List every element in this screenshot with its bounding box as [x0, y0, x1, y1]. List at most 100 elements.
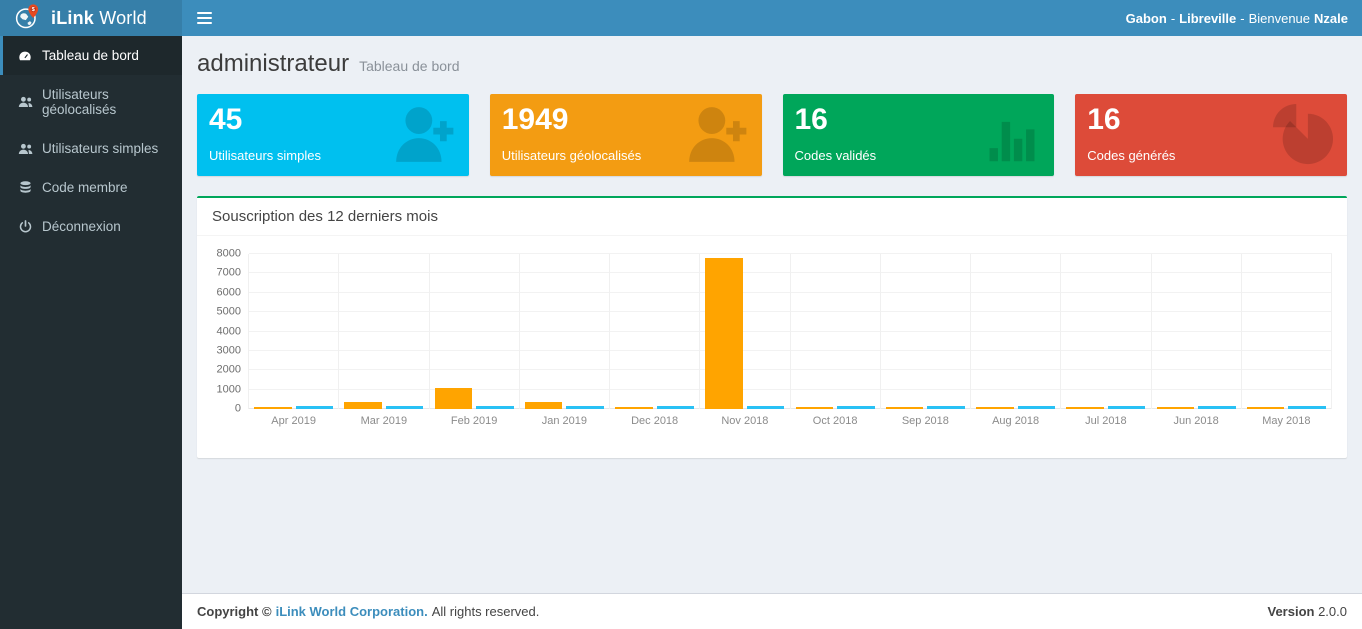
bar-group: Jul 2018 [1061, 254, 1152, 427]
card-label: Utilisateurs simples [209, 148, 321, 163]
brand-title: iLink World [51, 7, 147, 28]
bar-orange [434, 387, 473, 409]
card-utilisateurs-simples: 45 Utilisateurs simples [197, 94, 469, 176]
card-codes-valides: 16 Codes validés [782, 94, 1055, 176]
version-label: Version [1267, 604, 1315, 619]
x-axis-tick-label: Jan 2019 [541, 415, 587, 427]
sidebar: Tableau de bord Utilisateurs géolocalisé… [0, 36, 182, 629]
y-axis-tick-label: 1000 [216, 383, 241, 396]
top-navbar: $ iLink World Gabon - Libreville - Bienv… [0, 0, 1362, 36]
card-label: Codes générés [1087, 148, 1176, 163]
version-number: 2.0.0 [1318, 604, 1347, 619]
sidebar-item-label: Déconnexion [42, 219, 121, 234]
bar-orange [254, 407, 292, 409]
footer: Copyright © iLink World Corporation. All… [182, 593, 1362, 629]
gridline [249, 408, 1332, 409]
gridline [249, 330, 1332, 332]
bar-group: Dec 2018 [610, 254, 701, 427]
users-icon [17, 143, 33, 155]
bar-orange [705, 257, 743, 409]
bar-blue [656, 406, 695, 409]
bar-orange [976, 407, 1014, 409]
page-subtitle: Tableau de bord [359, 58, 460, 74]
bar-group: Aug 2018 [971, 254, 1062, 427]
brand-logo-link[interactable]: $ iLink World [0, 0, 182, 36]
x-axis-tick-label: May 2018 [1262, 415, 1311, 427]
subscription-chart-panel: Souscription des 12 derniers mois 0 1000 2… [197, 196, 1347, 458]
bar-group: Nov 2018 [700, 254, 791, 427]
gridline [249, 311, 1332, 313]
sidebar-item-code-membre[interactable]: Code membre [0, 168, 182, 207]
copyright-label: Copyright © [197, 604, 272, 619]
bar-blue [746, 406, 785, 409]
bar-blue [837, 406, 875, 409]
city-label: Libreville [1179, 10, 1237, 26]
card-value: 1949 [501, 103, 569, 136]
bar-blue [1017, 406, 1056, 409]
rights-label: All rights reserved. [431, 604, 540, 619]
x-axis-tick-label: Jun 2018 [1173, 415, 1219, 427]
globe-pin-logo-icon: $ [14, 3, 42, 34]
x-axis-tick-label: Feb 2019 [450, 415, 498, 427]
chart-plot: 0 1000 2000 3000 4000 5000 6000 7000 8000 Apr 201… [217, 248, 1332, 427]
y-axis-tick-label: 2000 [216, 363, 241, 376]
bar-group: Sep 2018 [881, 254, 971, 427]
y-axis-tick-label: 8000 [216, 247, 241, 260]
card-value: 45 [209, 103, 243, 136]
sidebar-item-utilisateurs-simples[interactable]: Utilisateurs simples [0, 129, 182, 168]
power-icon [17, 220, 33, 233]
page-title: administrateur [197, 50, 350, 77]
x-axis-tick-label: Jul 2018 [1085, 415, 1127, 427]
bar-blue [927, 406, 965, 409]
bar-orange [885, 407, 924, 409]
card-value: 16 [1087, 103, 1121, 136]
bar-blue [476, 406, 514, 409]
card-value: 16 [794, 103, 828, 136]
bar-group: Jan 2019 [520, 254, 610, 427]
sidebar-item-deconnexion[interactable]: Déconnexion [0, 207, 182, 246]
x-axis-tick-label: Dec 2018 [631, 415, 679, 427]
gridline [249, 272, 1332, 274]
sidebar-item-label: Utilisateurs géolocalisés [42, 87, 117, 117]
user-plus-icon [391, 102, 457, 168]
navbar: Gabon - Libreville - Bienvenue Nzale [182, 0, 1362, 36]
bar-blue [1107, 406, 1146, 409]
bar-chart: 0 1000 2000 3000 4000 5000 6000 7000 8000 Apr 201… [217, 248, 1332, 432]
user-greeting: Gabon - Libreville - Bienvenue Nzale [1125, 10, 1348, 26]
bar-orange [795, 407, 834, 409]
card-label: Codes validés [794, 148, 877, 163]
svg-text:$: $ [32, 7, 36, 13]
y-axis-tick-label: 0 [234, 402, 241, 415]
company-link[interactable]: iLink World Corporation. [275, 604, 428, 619]
content-header: administrateur Tableau de bord [197, 50, 1347, 78]
dashboard-icon [17, 49, 33, 63]
bar-orange [615, 407, 653, 409]
username-label: Nzale [1314, 10, 1348, 26]
bar-blue [1288, 406, 1326, 409]
sidebar-item-utilisateurs-geolocalises[interactable]: Utilisateurs géolocalisés [0, 75, 182, 129]
x-axis-tick-label: Sep 2018 [901, 415, 949, 427]
users-icon [17, 96, 33, 108]
bar-blue [385, 406, 424, 409]
user-plus-icon [684, 102, 750, 168]
bar-chart-icon [982, 105, 1042, 165]
country-label: Gabon [1125, 10, 1167, 26]
y-axis-tick-label: 6000 [216, 286, 241, 299]
sidebar-item-label: Code membre [42, 180, 128, 195]
gridline [249, 253, 1332, 254]
card-utilisateurs-geolocalises: 1949 Utilisateurs géolocalisés [489, 94, 762, 176]
bar-group: Oct 2018 [791, 254, 881, 427]
sidebar-toggle-hamburger-icon[interactable] [182, 0, 226, 36]
y-axis-tick-label: 4000 [216, 325, 241, 337]
card-label: Utilisateurs géolocalisés [501, 148, 642, 163]
bar-group: Feb 2019 [430, 254, 520, 427]
y-axis-tick-label: 3000 [216, 344, 241, 357]
sidebar-item-tableau-de-bord[interactable]: Tableau de bord [0, 36, 182, 75]
bar-group: Mar 2019 [339, 254, 430, 427]
gridline [249, 369, 1332, 371]
stat-cards-row: 45 Utilisateurs simples 1949 Utilisateur… [197, 94, 1347, 176]
chart-panel-title: Souscription des 12 derniers mois [197, 198, 1347, 236]
sidebar-item-label: Utilisateurs simples [42, 141, 159, 156]
bar-group: Jun 2018 [1152, 254, 1242, 427]
